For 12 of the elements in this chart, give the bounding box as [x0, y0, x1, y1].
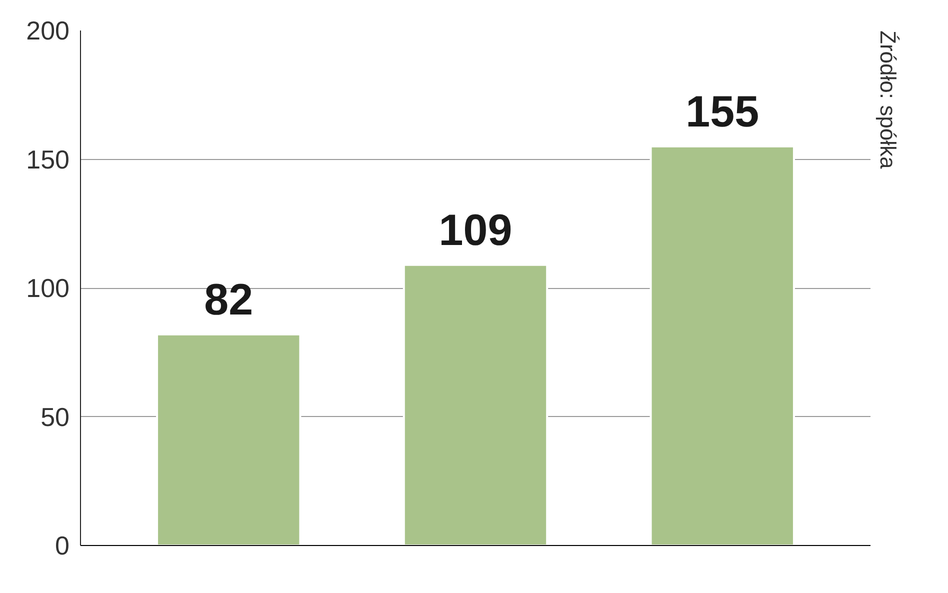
y-tick-label: 200	[26, 16, 70, 46]
bar	[650, 145, 795, 546]
data-label: 155	[686, 87, 760, 136]
bar	[156, 333, 302, 546]
data-label: 109	[438, 206, 512, 255]
y-tick-label: 0	[55, 530, 70, 560]
data-label: 82	[204, 275, 254, 324]
bar	[402, 264, 548, 546]
y-tick-label: 50	[40, 402, 70, 432]
text: Źródło: spółka	[876, 30, 900, 170]
y-tick-label: 100	[26, 273, 70, 303]
y-tick-label: 150	[26, 144, 70, 174]
